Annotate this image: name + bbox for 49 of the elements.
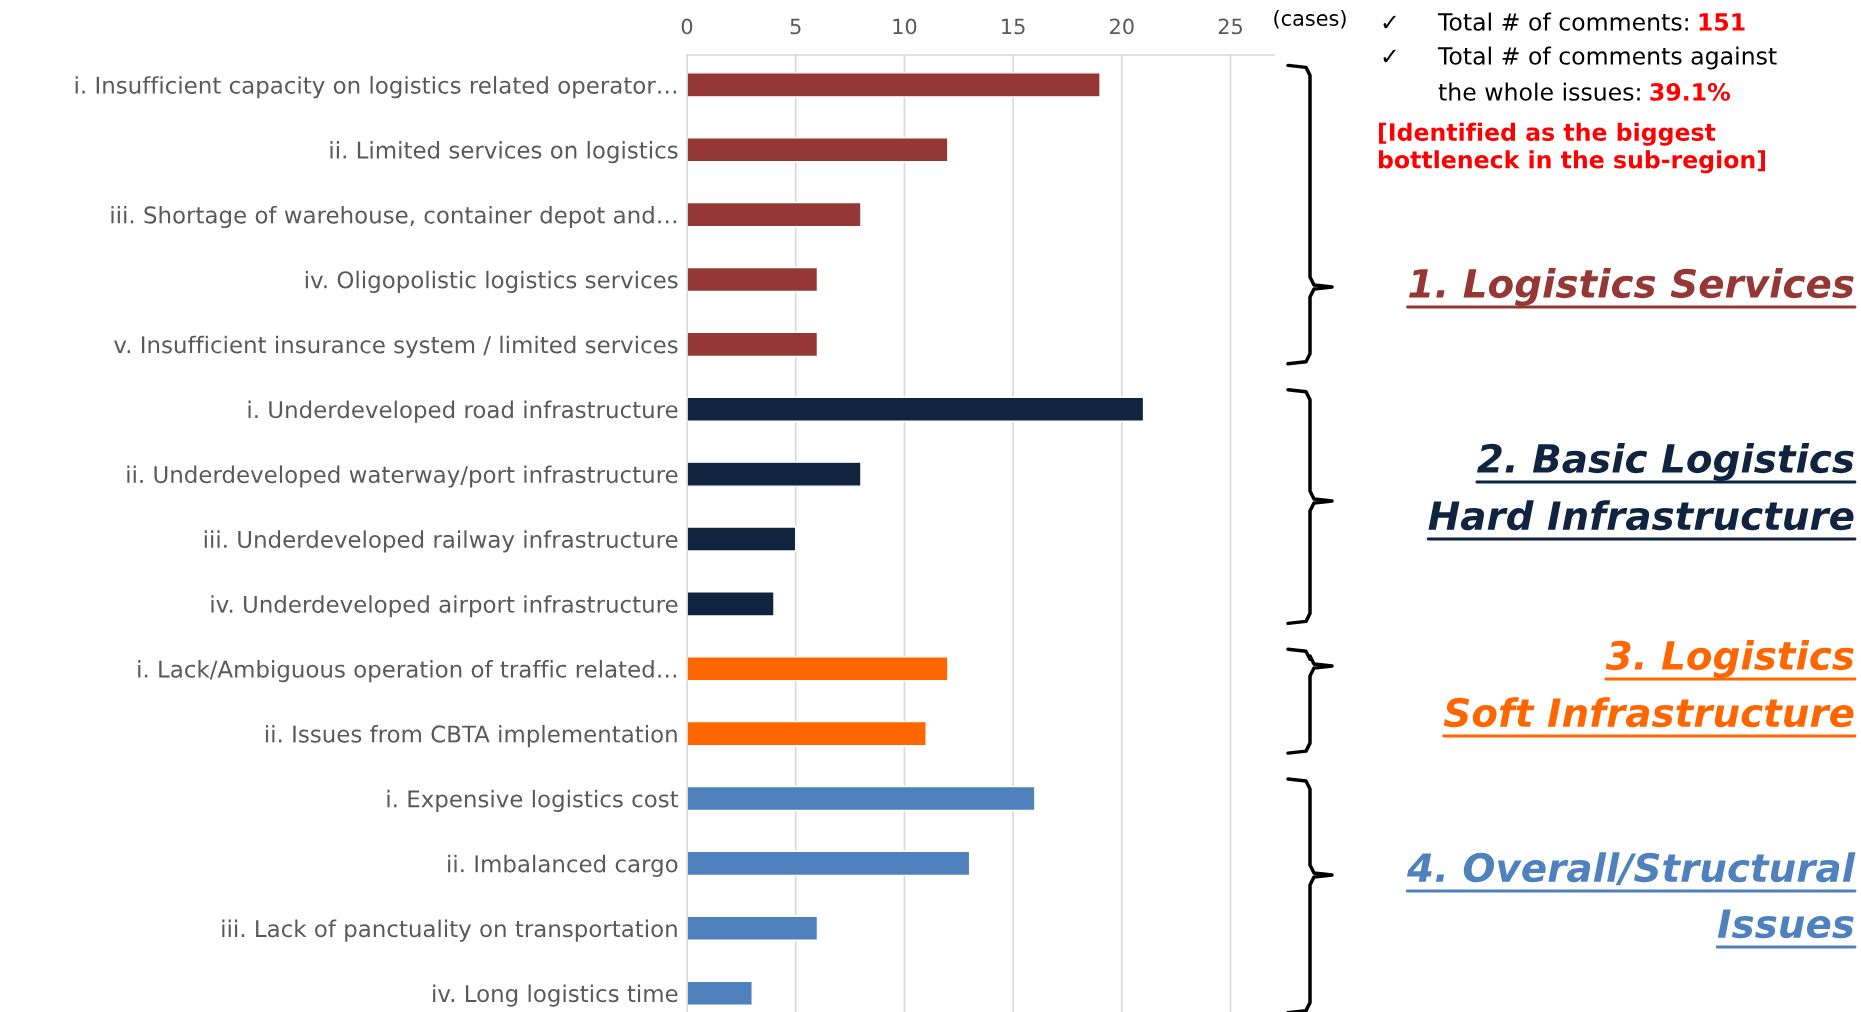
y-tick-label: ii. Underdeveloped waterway/port infrastructure — [127, 465, 678, 488]
y-tick-label: iv. Long logistics time — [433, 984, 678, 1007]
bar — [687, 331, 819, 358]
y-tick-label: iv. Oligopolistic logistics services — [305, 270, 678, 293]
text: 3. Logistics Soft Infrastructure — [1443, 640, 1854, 728]
text: the whole issues: — [1438, 82, 1640, 101]
text: ✓ — [1383, 49, 1396, 63]
x-tick-label: 10 — [893, 18, 917, 35]
text: 1. Logistics Services — [1409, 268, 1854, 306]
bar — [687, 720, 927, 747]
bar — [687, 850, 971, 877]
text: 2. Basic Logistics Hard Infrastructure — [1428, 443, 1854, 531]
x-tick-label: 25 — [1218, 18, 1242, 35]
bar — [687, 266, 819, 293]
y-tick-label: i. Expensive logistics cost — [387, 789, 679, 813]
x-tick-label: 5 — [790, 18, 801, 35]
y-tick-label: iv. Underdeveloped airport infrastructure — [211, 595, 678, 618]
x-tick-label: 0 — [681, 18, 693, 35]
text: 4. Overall/Structural Issues — [1406, 852, 1856, 939]
bar — [687, 785, 1036, 812]
y-tick-label: iii. Lack of panctuality on transportation — [222, 919, 677, 942]
bar — [687, 396, 1145, 422]
bar — [687, 137, 949, 163]
bar — [687, 461, 862, 487]
text: 151 — [1699, 13, 1745, 31]
y-tick-label: iii. Shortage of warehouse, container depot and… — [111, 205, 677, 229]
y-tick-label: ii. Limited services on logistics — [330, 141, 678, 164]
x-tick-label: 20 — [1110, 18, 1134, 35]
y-tick-label: v. Insufficient insurance system / limited services — [114, 335, 678, 358]
x-axis-title: (cases) — [1274, 9, 1346, 29]
text: ✓ — [1383, 15, 1396, 29]
y-tick-label: i. Lack/Ambiguous operation of traffic related… — [138, 660, 677, 683]
y-tick-label: ii. Issues from CBTA implementation — [265, 724, 677, 748]
bar — [687, 591, 775, 617]
bar — [687, 201, 862, 228]
text: 39.1% — [1650, 82, 1731, 101]
bar — [687, 72, 1101, 98]
bar — [687, 915, 819, 942]
bar — [687, 526, 797, 552]
y-tick-label: i. Insufficient capacity on logistics related operator… — [75, 76, 677, 99]
y-tick-label: ii. Imbalanced cargo — [448, 854, 678, 877]
text: [Identified as the biggest bottleneck in the sub-region] — [1378, 122, 1765, 174]
text: Total # of comments: — [1437, 12, 1688, 31]
y-tick-label: i. Underdeveloped road infrastructure — [248, 400, 678, 423]
y-tick-label: iii. Underdeveloped railway infrastructure — [204, 530, 678, 553]
text: Total # of comments against — [1437, 46, 1777, 70]
bar — [687, 656, 949, 682]
x-tick-label: 15 — [1002, 18, 1025, 35]
bar — [687, 980, 753, 1006]
